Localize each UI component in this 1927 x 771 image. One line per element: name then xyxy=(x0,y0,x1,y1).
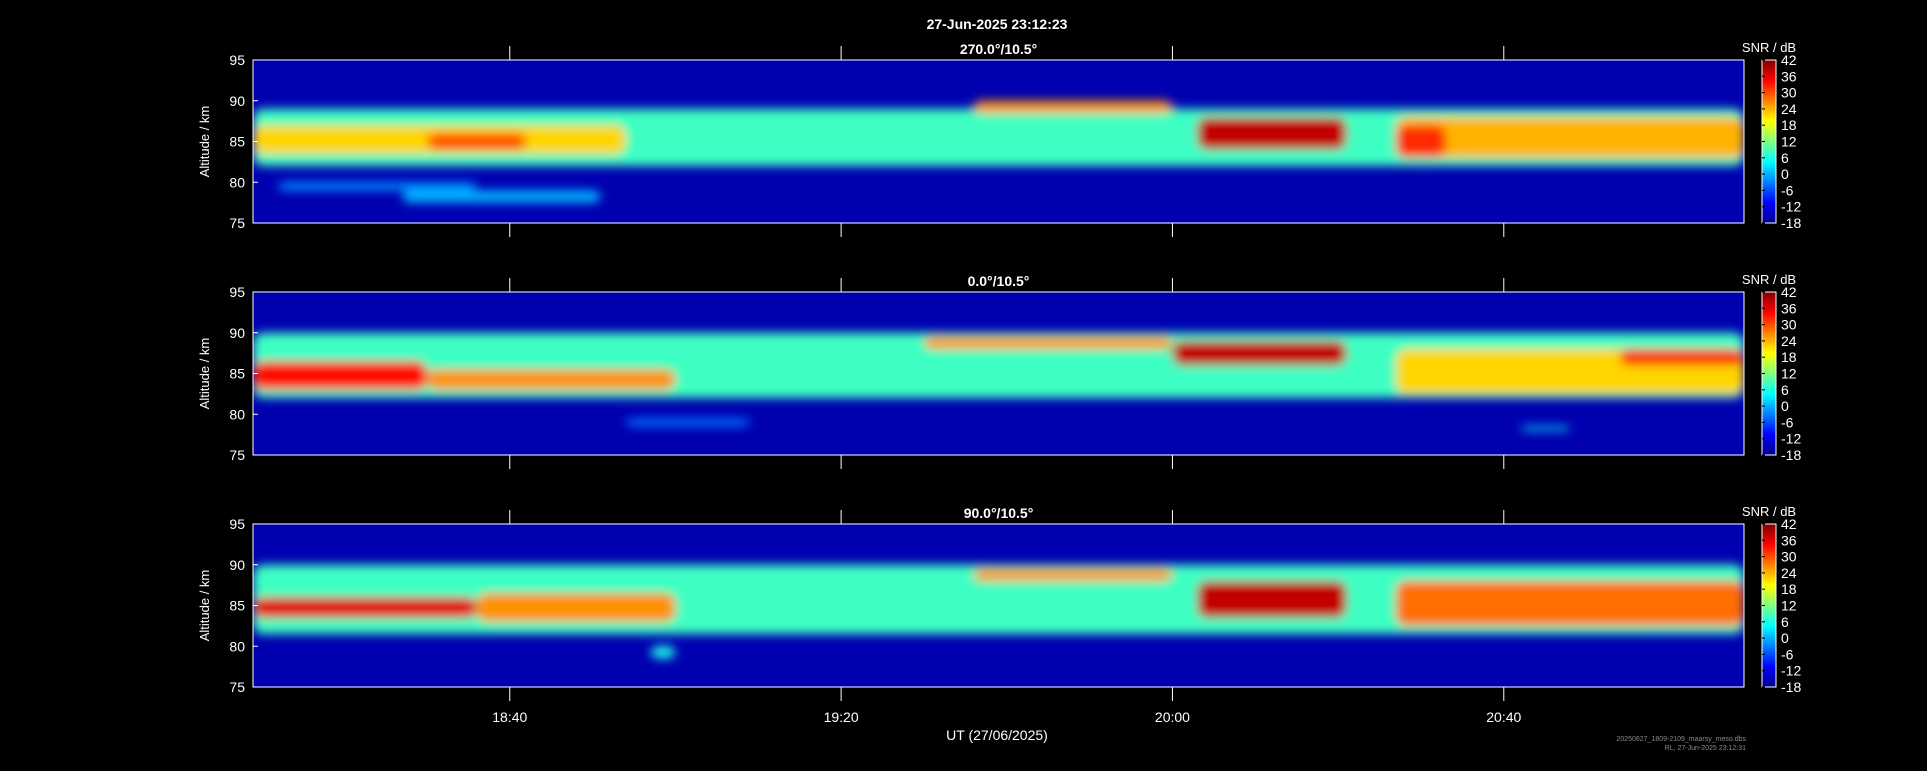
echo-region xyxy=(253,597,477,618)
echo-region xyxy=(426,133,527,150)
echo-region xyxy=(1396,117,1744,158)
y-tick-label: 75 xyxy=(229,447,245,463)
y-tick-label: 85 xyxy=(229,134,245,150)
colorbar-tick-label: -6 xyxy=(1781,646,1794,662)
colorbar-tick-label: -18 xyxy=(1781,215,1801,231)
colorbar-tick-label: 12 xyxy=(1781,598,1797,614)
footer-credit: RL, 27-Jun-2025 23:12:31 xyxy=(1664,745,1746,752)
colorbar-tick-label: 30 xyxy=(1781,85,1797,101)
echo-region xyxy=(1197,117,1347,150)
y-tick-label: 75 xyxy=(229,679,245,695)
colorbar-tick-label: 24 xyxy=(1781,565,1797,581)
panel-title: 0.0°/10.5° xyxy=(968,273,1030,289)
figure-title: 27-Jun-2025 23:12:23 xyxy=(927,16,1068,32)
echo-region xyxy=(1396,581,1744,626)
colorbar-tick-label: 18 xyxy=(1781,349,1797,365)
colorbar-tick-label: 36 xyxy=(1781,300,1797,316)
y-axis-label: Altitude / km xyxy=(197,338,212,410)
colorbar-tick-label: 42 xyxy=(1781,52,1797,68)
colorbar-tick-label: -6 xyxy=(1781,414,1794,430)
panel-3: 90.0°/10.5° 75 80 85 90 95 Altitude / km 18:40 1… xyxy=(197,504,1801,725)
colorbar-tick-label: 6 xyxy=(1781,382,1789,398)
colorbar-tick-label: 0 xyxy=(1781,630,1789,646)
echo-region xyxy=(650,646,676,659)
echo-region xyxy=(1396,125,1446,158)
colorbar-tick-label: -6 xyxy=(1781,182,1794,198)
y-tick-label: 80 xyxy=(229,638,245,654)
x-tick-label: 20:00 xyxy=(1155,709,1190,725)
colorbar-tick-label: -12 xyxy=(1781,663,1801,679)
x-tick-label: 19:20 xyxy=(824,709,859,725)
footer-filename: 20250627_1809-2109_maarsy_meso.dbs xyxy=(1616,736,1746,743)
x-axis-label: UT (27/06/2025) xyxy=(946,727,1048,743)
colorbar-tick-label: -12 xyxy=(1781,431,1801,447)
y-tick-label: 80 xyxy=(229,406,245,422)
echo-region xyxy=(1520,426,1571,431)
colorbar-tick-label: 36 xyxy=(1781,68,1797,84)
heatmap-layer xyxy=(253,100,1744,203)
y-tick-label: 85 xyxy=(229,598,245,614)
colorbar-tick-label: 18 xyxy=(1781,117,1797,133)
colorbar-tick-label: 6 xyxy=(1781,150,1789,166)
colorbar-tick-label: -12 xyxy=(1781,199,1801,215)
echo-region xyxy=(277,182,477,191)
echo-region xyxy=(973,568,1173,582)
echo-region xyxy=(253,108,1744,166)
panel-2: 0.0°/10.5° 75 80 85 90 95 Altitude / km SNR / d… xyxy=(197,272,1801,469)
colorbar-tick-label: 0 xyxy=(1781,398,1789,414)
y-tick-label: 95 xyxy=(229,516,245,532)
y-axis-label: Altitude / km xyxy=(197,106,212,178)
x-tick-label: 18:40 xyxy=(492,709,527,725)
echo-region xyxy=(476,593,676,622)
colorbar-tick-label: 36 xyxy=(1781,532,1797,548)
y-tick-label: 95 xyxy=(229,52,245,68)
echo-region xyxy=(1619,349,1744,366)
colorbar-tick-label: 24 xyxy=(1781,333,1797,349)
colorbar-tick-label: 12 xyxy=(1781,134,1797,150)
x-tick-label: 20:40 xyxy=(1486,709,1521,725)
y-tick-label: 75 xyxy=(229,215,245,231)
y-tick-label: 90 xyxy=(229,557,245,573)
echo-region xyxy=(625,418,750,427)
echo-region xyxy=(402,190,601,203)
y-tick-label: 80 xyxy=(229,174,245,190)
echo-region xyxy=(253,361,427,390)
colorbar-tick-label: 30 xyxy=(1781,317,1797,333)
colorbar-label: SNR / dB xyxy=(1742,504,1796,519)
colorbar-tick-label: 42 xyxy=(1781,284,1797,300)
panel-title: 270.0°/10.5° xyxy=(960,41,1037,57)
y-tick-label: 95 xyxy=(229,284,245,300)
y-axis-label: Altitude / km xyxy=(197,570,212,642)
colorbar-tick-label: 0 xyxy=(1781,166,1789,182)
echo-region xyxy=(1197,581,1347,618)
colorbar-tick-label: 12 xyxy=(1781,366,1797,382)
colorbar-tick-label: 24 xyxy=(1781,101,1797,117)
echo-region xyxy=(973,100,1173,113)
colorbar-tick-label: -18 xyxy=(1781,679,1801,695)
y-tick-label: 90 xyxy=(229,93,245,109)
heatmap-layer xyxy=(253,564,1744,659)
y-tick-label: 85 xyxy=(229,366,245,382)
colorbar-label: SNR / dB xyxy=(1742,272,1796,287)
colorbar-label: SNR / dB xyxy=(1742,40,1796,55)
y-tick-label: 90 xyxy=(229,325,245,341)
panel-title: 90.0°/10.5° xyxy=(964,505,1034,521)
echo-region xyxy=(923,336,1173,350)
echo-region xyxy=(426,369,676,390)
colorbar-tick-label: -18 xyxy=(1781,447,1801,463)
colorbar-tick-label: 30 xyxy=(1781,549,1797,565)
heatmap-layer xyxy=(253,332,1744,431)
panel-1: 270.0°/10.5° 75 80 85 90 95 Altitude / km SNR /… xyxy=(197,40,1801,237)
colorbar-tick-label: 18 xyxy=(1781,581,1797,597)
echo-region xyxy=(1172,340,1347,366)
colorbar-tick-label: 6 xyxy=(1781,614,1789,630)
colorbar-tick-label: 42 xyxy=(1781,516,1797,532)
